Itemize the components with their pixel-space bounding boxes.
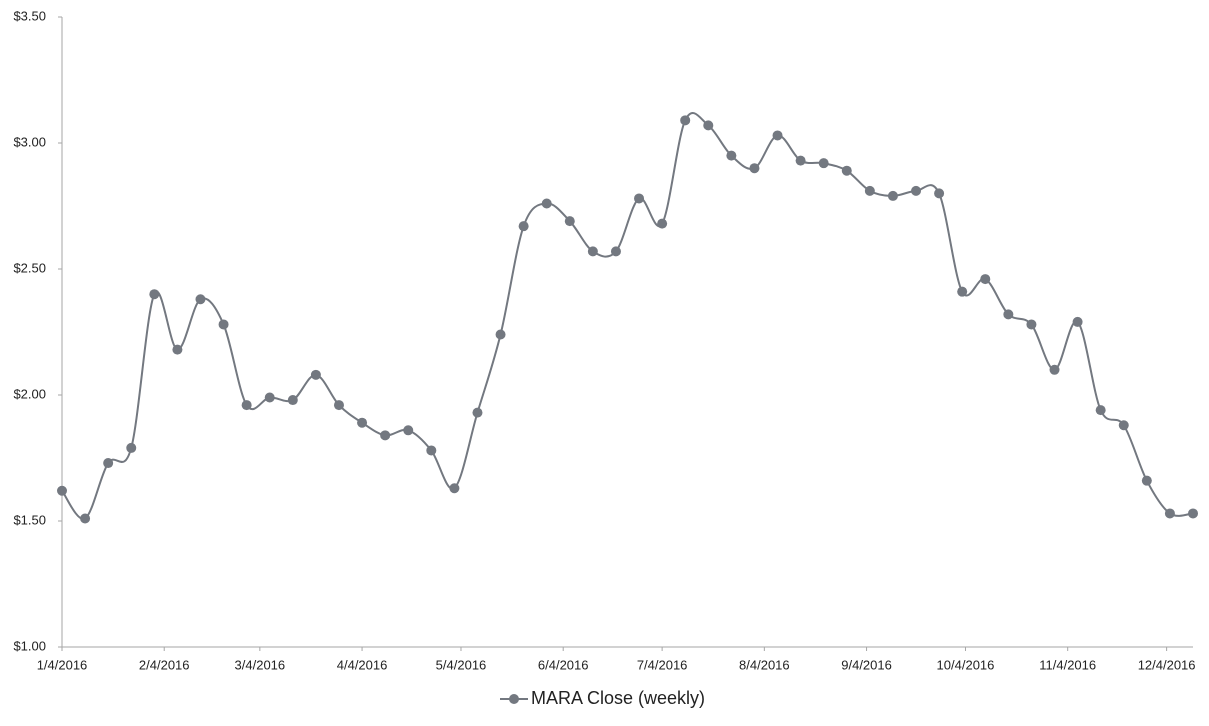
- marker: [472, 407, 483, 418]
- marker: [934, 188, 945, 199]
- x-tick-label: 1/4/2016: [37, 657, 88, 672]
- marker: [518, 221, 529, 232]
- x-tick-label: 2/4/2016: [139, 657, 190, 672]
- marker: [1188, 508, 1198, 519]
- marker: [610, 246, 621, 257]
- marker: [103, 458, 114, 469]
- x-tick-label: 11/4/2016: [1039, 657, 1096, 672]
- marker: [703, 120, 714, 131]
- marker: [287, 395, 298, 406]
- y-tick-label: $1.50: [13, 512, 46, 527]
- x-tick-label: 7/4/2016: [637, 657, 688, 672]
- marker: [1118, 420, 1129, 431]
- marker: [864, 185, 875, 196]
- marker: [795, 155, 806, 166]
- marker: [634, 193, 645, 204]
- marker: [1049, 364, 1060, 375]
- marker: [911, 185, 922, 196]
- marker: [126, 442, 137, 453]
- x-tick-label: 9/4/2016: [841, 657, 892, 672]
- x-tick-label: 5/4/2016: [436, 657, 487, 672]
- y-tick-label: $3.00: [13, 134, 46, 149]
- marker: [1141, 475, 1152, 486]
- y-tick-label: $1.00: [13, 638, 46, 653]
- marker: [541, 198, 552, 209]
- y-tick-label: $2.50: [13, 260, 46, 275]
- marker: [149, 289, 160, 300]
- marker: [264, 392, 275, 403]
- marker: [772, 130, 783, 141]
- x-tick-label: 6/4/2016: [538, 657, 589, 672]
- marker: [195, 294, 206, 305]
- x-tick-label: 3/4/2016: [235, 657, 286, 672]
- marker: [218, 319, 229, 330]
- marker: [241, 400, 252, 411]
- y-tick-label: $3.50: [13, 8, 46, 23]
- marker: [449, 483, 460, 494]
- marker: [818, 158, 829, 169]
- marker: [403, 425, 414, 436]
- marker: [587, 246, 598, 257]
- x-tick-label: 10/4/2016: [937, 657, 995, 672]
- marker: [172, 344, 183, 355]
- line: [61, 112, 1194, 520]
- marker: [380, 430, 391, 441]
- marker: [564, 216, 575, 227]
- x-tick-label: 8/4/2016: [739, 657, 790, 672]
- marker: [680, 115, 691, 126]
- marker: [957, 286, 968, 297]
- marker: [310, 369, 321, 380]
- marker: [1003, 309, 1014, 320]
- marker: [426, 445, 437, 456]
- marker: [57, 485, 67, 496]
- legend-marker: [509, 694, 519, 704]
- marker: [495, 329, 506, 340]
- x-tick-label: 4/4/2016: [337, 657, 388, 672]
- marker: [1026, 319, 1037, 330]
- marker: [1164, 508, 1175, 519]
- marker: [1095, 405, 1106, 416]
- marker: [887, 190, 898, 201]
- marker: [333, 400, 344, 411]
- x-tick-label: 12/4/2016: [1138, 657, 1196, 672]
- legend-text: MARA Close (weekly): [531, 688, 705, 708]
- marker: [726, 150, 737, 161]
- y-tick-label: $2.00: [13, 386, 46, 401]
- marker: [841, 165, 852, 176]
- marker: [749, 163, 760, 174]
- marker: [657, 218, 668, 229]
- marker: [980, 274, 991, 285]
- marker: [80, 513, 91, 524]
- marker: [357, 417, 368, 428]
- marker: [1072, 316, 1083, 327]
